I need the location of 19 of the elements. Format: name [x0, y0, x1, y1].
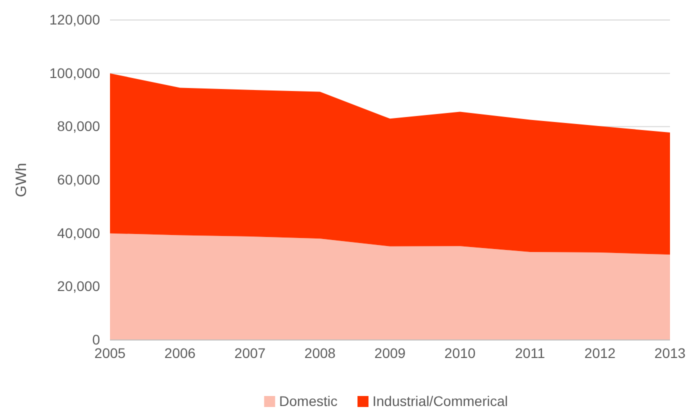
x-tick-label: 2006 — [164, 344, 196, 361]
x-tick-label: 2010 — [444, 344, 476, 361]
legend-label: Domestic — [279, 393, 338, 409]
x-tick-label: 2008 — [304, 344, 336, 361]
x-tick-label: 2007 — [234, 344, 266, 361]
y-axis-title: GWh — [13, 162, 30, 198]
legend-label: Industrial/Commerical — [372, 393, 508, 409]
y-tick-label: 40,000 — [57, 224, 100, 241]
x-tick-label: 2011 — [514, 344, 546, 361]
y-tick-label: 0 — [92, 331, 100, 348]
x-tick-label: 2005 — [94, 344, 126, 361]
y-tick-label: 80,000 — [57, 118, 100, 134]
x-tick-label: 2012 — [584, 344, 616, 361]
x-tick-label: 2009 — [374, 344, 406, 361]
y-tick-label: 60,000 — [57, 171, 100, 188]
x-tick-label: 2013 — [654, 344, 686, 361]
y-tick-label: 120,000 — [49, 11, 100, 28]
y-tick-label: 20,000 — [57, 278, 100, 294]
y-tick-label: 100,000 — [49, 64, 100, 81]
